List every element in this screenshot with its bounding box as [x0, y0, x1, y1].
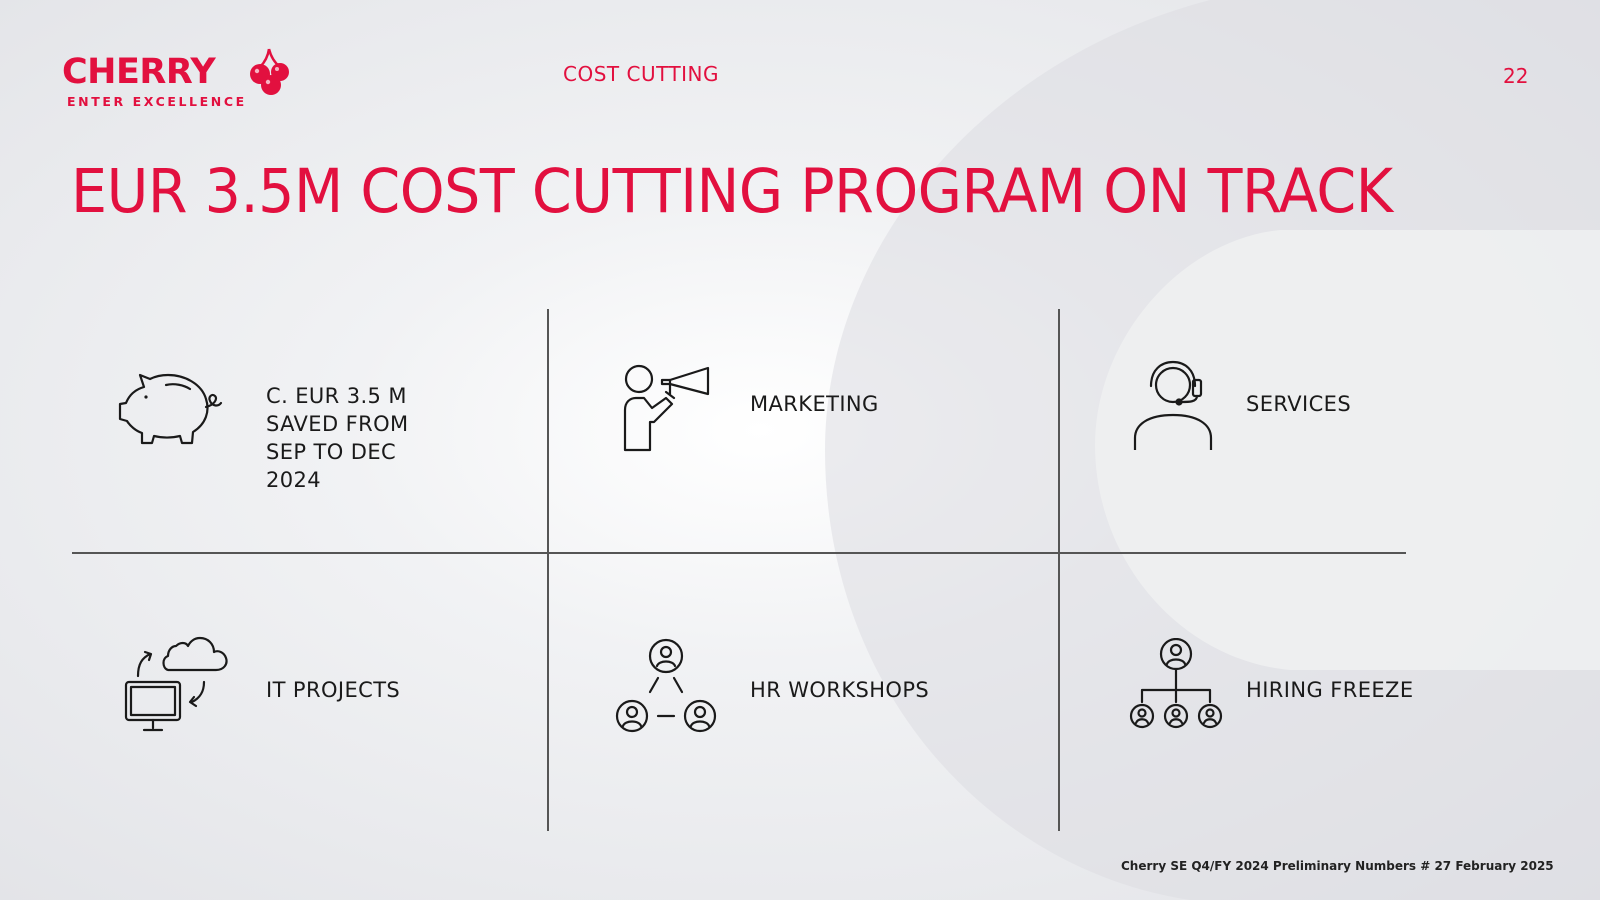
grid-line-horizontal [72, 552, 1406, 554]
piggy-bank-icon [118, 373, 223, 445]
page-number: 22 [1503, 64, 1529, 88]
logo-tagline: ENTER EXCELLENCE [67, 94, 247, 109]
org-chart-icon [1129, 638, 1223, 729]
cell-hiring-freeze-label: HIRING FREEZE [1246, 678, 1414, 702]
cell-hr-workshops-label: HR WORKSHOPS [750, 678, 930, 702]
computer-cloud-icon [124, 636, 228, 732]
headset-person-icon [1133, 360, 1213, 450]
section-label: COST CUTTING [563, 62, 720, 86]
cherry-icon [250, 48, 289, 95]
cell-savings-label: C. EUR 3.5 M SAVED FROM SEP TO DEC 2024 [266, 384, 409, 492]
grid-line-vertical-1 [547, 309, 549, 831]
cell-it-projects-label: IT PROJECTS [266, 678, 401, 702]
footer-note: Cherry SE Q4/FY 2024 Preliminary Numbers… [1121, 859, 1554, 873]
grid-line-vertical-2 [1058, 309, 1060, 831]
slide-title: EUR 3.5M COST CUTTING PROGRAM ON TRACK [71, 156, 1393, 227]
logo-wordmark: CHERRY [62, 52, 216, 92]
people-network-icon [615, 638, 717, 733]
cherry-logo: CHERRY ENTER EXCELLENCE [62, 48, 292, 112]
cell-marketing-label: MARKETING [750, 392, 879, 416]
megaphone-person-icon [623, 364, 710, 452]
cell-services-label: SERVICES [1246, 392, 1352, 416]
